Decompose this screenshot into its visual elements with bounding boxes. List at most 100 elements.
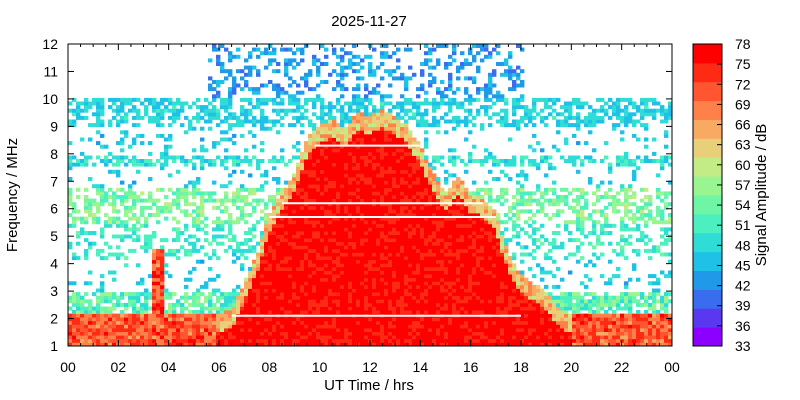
heatmap-cell <box>344 310 349 314</box>
heatmap-cell <box>92 335 97 340</box>
heatmap-cell <box>444 220 449 225</box>
heatmap-cell <box>380 216 385 221</box>
heatmap-cell <box>256 202 261 207</box>
heatmap-cell <box>296 270 301 275</box>
heatmap-cell <box>224 184 229 189</box>
heatmap-cell <box>152 302 157 307</box>
heatmap-cell <box>228 223 233 228</box>
heatmap-cell <box>100 284 105 289</box>
heatmap-cell <box>88 320 93 325</box>
heatmap-cell <box>228 342 233 347</box>
heatmap-cell <box>312 141 317 146</box>
heatmap-cell <box>400 159 405 163</box>
heatmap-cell <box>164 148 169 153</box>
heatmap-cell <box>224 234 229 239</box>
heatmap-cell <box>392 252 397 257</box>
heatmap-cell <box>96 209 101 214</box>
heatmap-cell <box>180 306 185 311</box>
heatmap-cell <box>112 295 117 300</box>
heatmap-cell <box>144 302 149 307</box>
heatmap-cell <box>424 51 429 56</box>
heatmap-cell <box>440 213 445 217</box>
heatmap-cell <box>324 263 329 268</box>
heatmap-cell <box>188 180 193 185</box>
heatmap-cell <box>108 331 113 336</box>
heatmap-cell <box>436 328 441 332</box>
heatmap-cell <box>140 133 145 138</box>
heatmap-cell <box>384 155 389 160</box>
heatmap-cell <box>376 331 381 336</box>
heatmap-cell <box>392 184 397 189</box>
heatmap-cell <box>360 299 365 304</box>
heatmap-cell <box>320 320 325 325</box>
heatmap-cell <box>112 101 117 106</box>
heatmap-cell <box>280 205 285 210</box>
heatmap-cell <box>224 342 229 347</box>
heatmap-cell <box>368 72 373 77</box>
heatmap-cell <box>152 263 157 268</box>
heatmap-cell <box>456 115 461 120</box>
heatmap-cell <box>300 317 305 322</box>
heatmap-cell <box>280 248 285 253</box>
heatmap-cell <box>368 234 373 239</box>
heatmap-cell <box>332 295 337 300</box>
heatmap-cell <box>256 295 261 300</box>
heatmap-cell <box>220 317 225 322</box>
heatmap-cell <box>436 277 441 282</box>
heatmap-cell <box>260 198 265 203</box>
heatmap-cell <box>72 162 77 167</box>
heatmap-cell <box>248 342 253 347</box>
heatmap-cell <box>196 112 201 117</box>
heatmap-cell <box>360 148 365 153</box>
heatmap-cell <box>460 159 465 163</box>
heatmap-cell <box>312 292 317 297</box>
heatmap-cell <box>332 292 337 297</box>
heatmap-cell <box>100 310 105 314</box>
heatmap-cell <box>312 223 317 228</box>
heatmap-cell <box>336 263 341 268</box>
heatmap-cell <box>212 338 217 343</box>
heatmap-cell <box>340 256 345 261</box>
heatmap-cell <box>304 80 309 84</box>
heatmap-cell <box>204 238 209 243</box>
heatmap-cell <box>288 187 293 192</box>
heatmap-cell <box>424 180 429 185</box>
heatmap-cell <box>344 234 349 239</box>
heatmap-cell <box>232 328 237 332</box>
heatmap-cell <box>432 274 437 279</box>
heatmap-cell <box>96 295 101 300</box>
heatmap-cell <box>360 105 365 110</box>
heatmap-cell <box>444 180 449 185</box>
heatmap-cell <box>160 306 165 311</box>
heatmap-cell <box>324 155 329 160</box>
heatmap-cell <box>324 62 329 66</box>
heatmap-cell <box>280 191 285 196</box>
heatmap-cell <box>380 274 385 279</box>
heatmap-cell <box>440 270 445 275</box>
heatmap-cell <box>372 126 377 131</box>
heatmap-cell <box>152 234 157 239</box>
heatmap-cell <box>316 310 321 314</box>
heatmap-cell <box>132 213 137 217</box>
heatmap-cell <box>180 317 185 322</box>
heatmap-cell <box>304 288 309 293</box>
heatmap-cell <box>260 173 265 178</box>
heatmap-cell <box>376 223 381 228</box>
heatmap-cell <box>284 162 289 167</box>
heatmap-cell <box>260 119 265 124</box>
heatmap-cell <box>364 241 369 246</box>
heatmap-cell <box>228 295 233 300</box>
heatmap-cell <box>260 299 265 304</box>
heatmap-cell <box>376 310 381 314</box>
heatmap-cell <box>84 115 89 120</box>
heatmap-cell <box>416 112 421 117</box>
heatmap-cell <box>296 216 301 221</box>
heatmap-cell <box>364 281 369 286</box>
heatmap-cell <box>284 180 289 185</box>
heatmap-cell <box>404 126 409 131</box>
heatmap-cell <box>140 324 145 329</box>
heatmap-cell <box>436 266 441 271</box>
heatmap-cell <box>152 270 157 275</box>
heatmap-cell <box>328 151 333 156</box>
heatmap-cell <box>156 306 161 311</box>
